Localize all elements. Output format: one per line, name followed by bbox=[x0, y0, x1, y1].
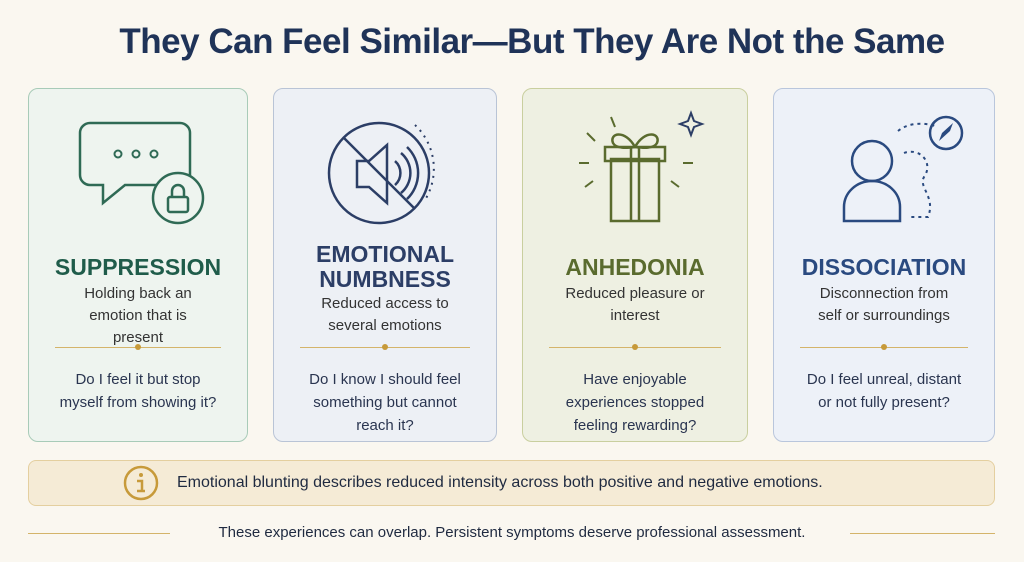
card-description: Reduced access to several emotions bbox=[321, 295, 449, 334]
info-icon bbox=[123, 465, 159, 501]
card-question: Do I know I should feel something but ca… bbox=[309, 371, 461, 434]
card-title: EMOTIONAL NUMBNESS bbox=[316, 241, 454, 292]
card-title: SUPPRESSION bbox=[54, 253, 222, 280]
page-title: They Can Feel Similar—But They Are Not t… bbox=[119, 22, 945, 61]
footer-rule bbox=[850, 533, 995, 534]
divider-dot bbox=[632, 344, 638, 350]
card: EMOTIONAL NUMBNESS Reduced access to sev… bbox=[273, 88, 497, 442]
card-description: Reduced pleasure or interest bbox=[565, 285, 705, 324]
card-title: ANHEDONIA bbox=[565, 253, 705, 280]
card: SUPPRESSION Holding back an emotion that… bbox=[28, 88, 248, 442]
icon bbox=[78, 121, 205, 225]
icon bbox=[327, 121, 435, 225]
divider-dot bbox=[135, 344, 141, 350]
card-question: Have enjoyable experiences stopped feeli… bbox=[565, 371, 705, 434]
card-question: Do I feel unreal, distant or not fully p… bbox=[806, 371, 962, 411]
card-description: Holding back an emotion that is present bbox=[84, 285, 192, 346]
card-description: Disconnection from self or surroundings bbox=[818, 285, 950, 324]
card-title: DISSOCIATION bbox=[801, 253, 967, 280]
info-banner: Emotional blunting describes reduced int… bbox=[28, 460, 995, 506]
info-text: Emotional blunting describes reduced int… bbox=[177, 474, 823, 491]
divider-dot bbox=[382, 344, 388, 350]
icon bbox=[842, 115, 964, 223]
card: DISSOCIATION Disconnection from self or … bbox=[773, 88, 995, 442]
footer-rule bbox=[28, 533, 170, 534]
footer-text: These experiences can overlap. Persisten… bbox=[218, 524, 806, 541]
divider-dot bbox=[881, 344, 887, 350]
icon bbox=[579, 110, 705, 223]
card: ANHEDONIA Reduced pleasure or interest H… bbox=[522, 88, 748, 442]
card-question: Do I feel it but stop myself from showin… bbox=[59, 371, 217, 411]
